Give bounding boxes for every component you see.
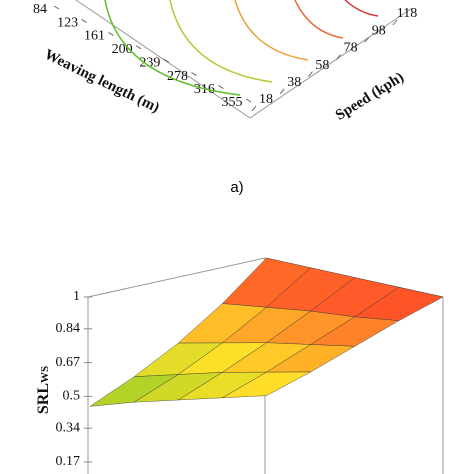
z-tick-label: 0.34 [56,420,81,435]
z-tick-label: 0.5 [63,389,81,404]
x-tick [81,18,87,23]
contour-line [104,0,241,96]
contour-line [294,0,344,39]
surface-patch [222,371,311,399]
y-tick-label: 98 [372,23,386,38]
y-tick-label: 38 [287,75,301,90]
x-tick-label: 161 [84,29,105,44]
y-tick-label: 18 [259,92,273,107]
box-lines [75,0,444,474]
y-tick [251,105,257,112]
y-axis-title: Speed (kph) [333,69,407,123]
z-title-main: SRL [35,383,52,414]
x-tick-label: 355 [222,95,243,110]
x-tick [135,45,142,50]
x-tick [53,5,60,10]
contour-line [234,0,309,61]
contour-line [344,0,379,17]
x-tick [218,85,224,90]
z-tick-label: 1 [73,289,80,304]
x-tick [163,58,170,63]
x-tick-label: 278 [167,69,188,84]
y-tick [364,36,370,43]
z-title-sub: WS [39,366,51,383]
contour-line [169,0,273,83]
x-tick [245,98,252,103]
y-tick [308,71,313,77]
x-tick [191,72,197,77]
y-tick-label: 78 [344,41,358,56]
y-tick [279,88,285,95]
caption: a) [230,179,243,196]
y-tick [392,19,398,26]
z-tick-label: 0.17 [56,454,81,469]
x-tick-label: 200 [112,42,133,57]
z-axis-title: SRLWS [35,366,52,414]
x-tick-label: 239 [139,55,160,70]
z-tick-label: 0.84 [56,321,81,336]
surface [89,257,444,407]
y-tick-label: 118 [397,6,417,21]
y-tick-label: 58 [315,58,329,73]
x-tick-label: 123 [57,16,78,31]
x-tick [108,31,114,36]
x-tick-label: 84 [33,2,47,17]
y-tick [336,54,341,60]
z-tick-label: 0.67 [56,355,81,370]
